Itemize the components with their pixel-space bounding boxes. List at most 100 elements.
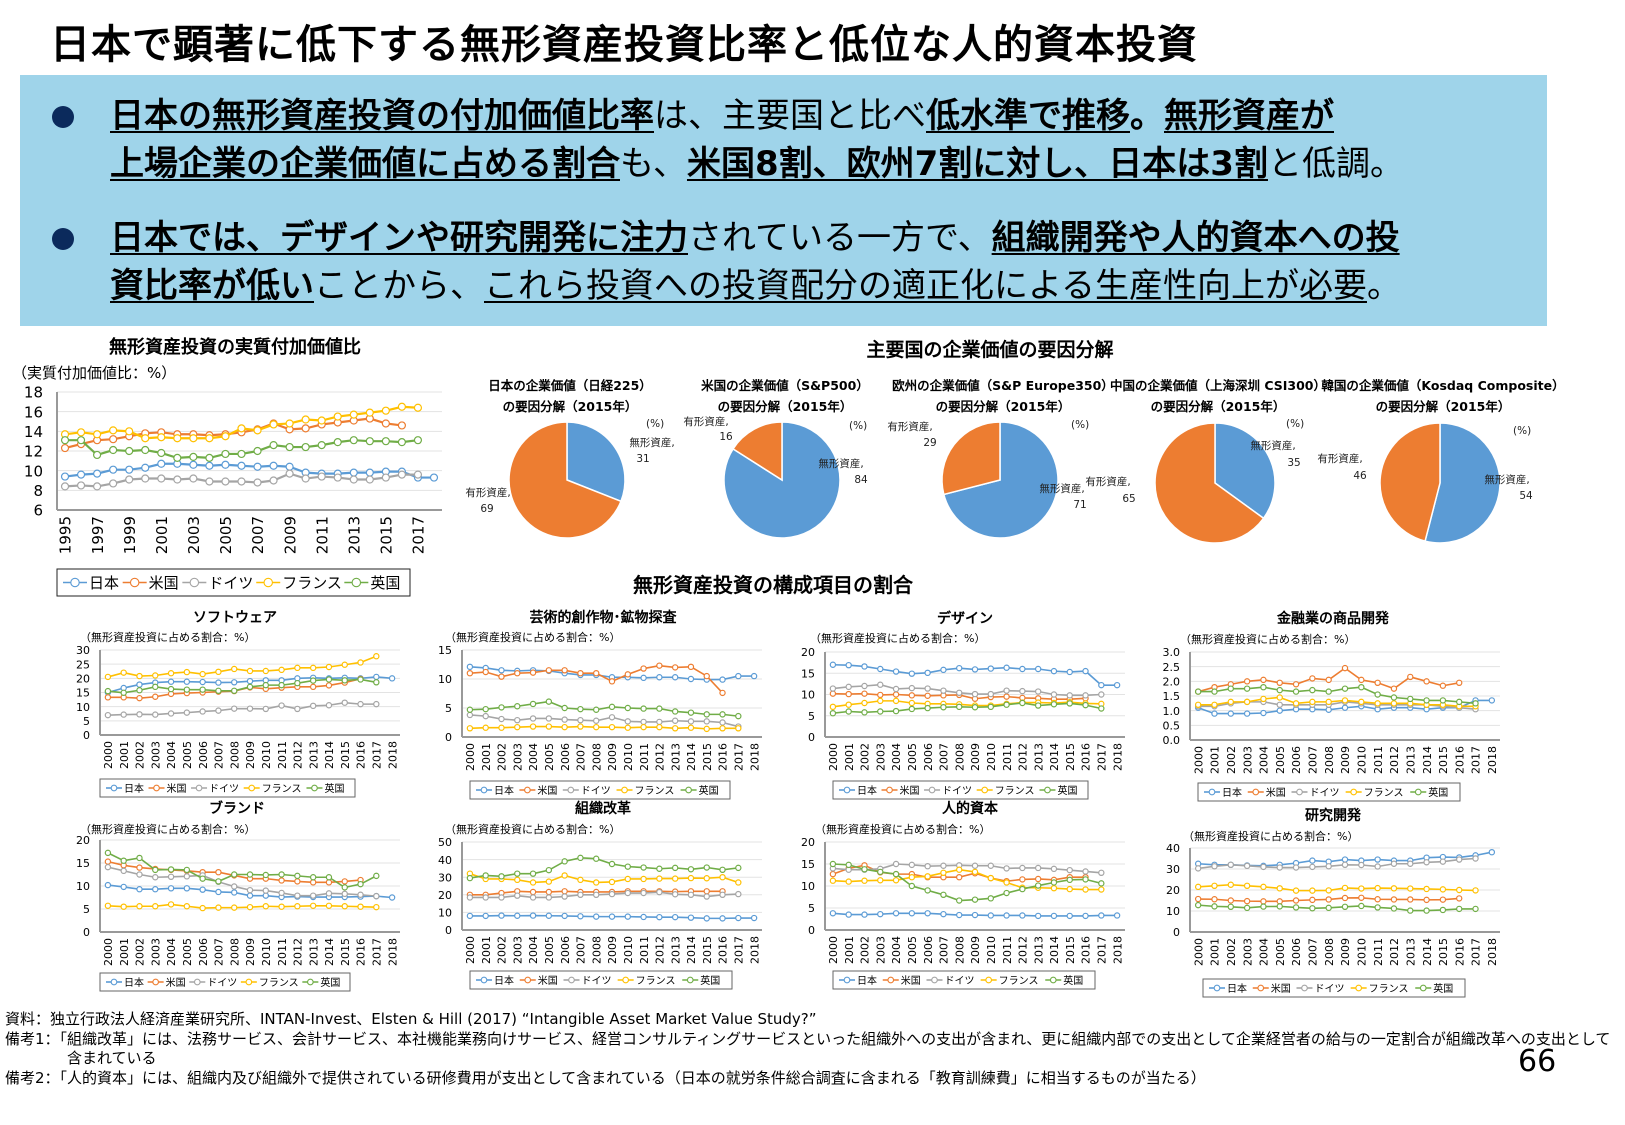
x-tick-label: 2011 xyxy=(1001,743,1014,771)
x-tick-label: 2012 xyxy=(292,938,305,966)
pie-data-label: 有形資産, xyxy=(1085,475,1130,488)
data-point xyxy=(940,862,947,869)
x-tick-label: 2009 xyxy=(969,743,982,771)
data-point xyxy=(1243,882,1251,890)
legend-label: 米国 xyxy=(167,782,187,795)
data-point xyxy=(357,903,364,910)
x-tick-label: 2004 xyxy=(890,743,903,771)
data-point xyxy=(1019,876,1026,883)
data-point xyxy=(262,667,269,675)
pie-unit: (%) xyxy=(1071,419,1089,431)
y-tick-label: 20 xyxy=(438,889,452,902)
data-point xyxy=(231,665,238,673)
x-tick-label: 2014 xyxy=(1421,746,1434,774)
data-point xyxy=(237,449,246,459)
data-point xyxy=(924,863,931,870)
data-point xyxy=(514,892,521,899)
data-point xyxy=(1325,688,1332,695)
y-tick-label: 0 xyxy=(83,926,90,939)
data-point xyxy=(703,711,710,718)
data-point xyxy=(301,415,310,424)
data-point xyxy=(1003,701,1010,708)
legend-label: 米国 xyxy=(900,784,920,797)
data-point xyxy=(1260,709,1267,717)
data-point xyxy=(231,679,238,686)
data-point xyxy=(93,469,102,478)
legend-marker-icon xyxy=(263,577,273,588)
x-tick-label: 2009 xyxy=(244,938,257,966)
data-point xyxy=(1211,896,1218,903)
data-point xyxy=(1019,699,1026,707)
data-point xyxy=(1407,885,1414,892)
legend-box xyxy=(99,778,356,798)
data-point xyxy=(1439,697,1447,704)
data-point xyxy=(719,874,726,881)
data-point xyxy=(104,711,112,719)
legend-marker-icon xyxy=(1414,788,1422,796)
data-point xyxy=(60,443,70,453)
data-point xyxy=(1211,701,1218,709)
x-tick-label: 2014 xyxy=(323,938,336,966)
legend-label: 米国 xyxy=(149,574,179,592)
data-point xyxy=(1341,697,1349,704)
data-point xyxy=(215,869,222,876)
data-point xyxy=(1082,886,1089,893)
x-tick-label: 2000 xyxy=(464,936,477,964)
data-point xyxy=(1358,894,1365,901)
data-point xyxy=(152,874,159,881)
pie-data-label: 46 xyxy=(1353,470,1367,482)
data-point xyxy=(1003,912,1010,919)
data-point xyxy=(1082,692,1089,699)
data-point xyxy=(877,681,884,688)
data-point xyxy=(215,904,222,911)
data-point xyxy=(1019,665,1026,673)
note-2: 備考2：「人的資本」には、組織内及び組織外で提供されている研修費用が支出として含… xyxy=(5,1068,1206,1087)
legend-label: 英国 xyxy=(320,976,340,989)
data-point xyxy=(640,889,647,897)
x-tick-label: 2010 xyxy=(985,743,998,771)
data-point xyxy=(892,877,900,884)
data-point xyxy=(987,912,994,919)
data-point xyxy=(93,450,102,460)
data-point xyxy=(829,860,837,868)
data-point xyxy=(608,878,616,886)
bullet-line: 資比率が低いことから、これら投資への投資配分の適正化による生産性向上が必要。 xyxy=(110,262,1401,310)
data-point xyxy=(357,700,364,708)
data-point xyxy=(365,475,374,484)
data-point xyxy=(152,683,159,691)
x-tick-label: 2012 xyxy=(292,741,305,769)
legend-box xyxy=(1202,978,1466,998)
legend-label: 米国 xyxy=(901,974,921,987)
data-point xyxy=(877,665,884,673)
pie-unit: (%) xyxy=(1286,418,1304,430)
data-point xyxy=(1003,879,1010,886)
data-point xyxy=(373,673,380,681)
x-tick-label: 2014 xyxy=(323,741,336,769)
data-point xyxy=(971,704,979,711)
data-point xyxy=(892,697,900,705)
pie-slice xyxy=(1154,422,1265,544)
data-point xyxy=(482,894,489,901)
data-point xyxy=(703,915,710,922)
legend-marker-icon xyxy=(110,784,118,792)
data-point xyxy=(956,689,963,697)
data-point xyxy=(357,880,364,888)
x-tick-label: 2016 xyxy=(717,936,730,964)
data-point xyxy=(829,870,837,878)
data-point xyxy=(1325,698,1332,706)
x-tick-label: 2006 xyxy=(197,938,210,966)
legend-label: 米国 xyxy=(1266,786,1286,799)
data-point xyxy=(656,875,663,882)
y-tick-label: 10 xyxy=(801,880,815,893)
data-point xyxy=(877,910,884,918)
data-point xyxy=(577,876,584,884)
x-tick-label: 2006 xyxy=(922,743,935,771)
pie-chart-pie-jp: 日本の企業価値（日経225） の要因分解（2015年） 無形資産, 31 有形資産, 69… xyxy=(465,378,675,539)
chart-legend: 日本 米国 ドイツ フランス 英国 xyxy=(832,970,1096,990)
data-point xyxy=(309,879,317,886)
data-point xyxy=(1390,700,1398,707)
data-point xyxy=(829,877,837,884)
data-point xyxy=(529,669,537,676)
data-point xyxy=(466,663,474,671)
